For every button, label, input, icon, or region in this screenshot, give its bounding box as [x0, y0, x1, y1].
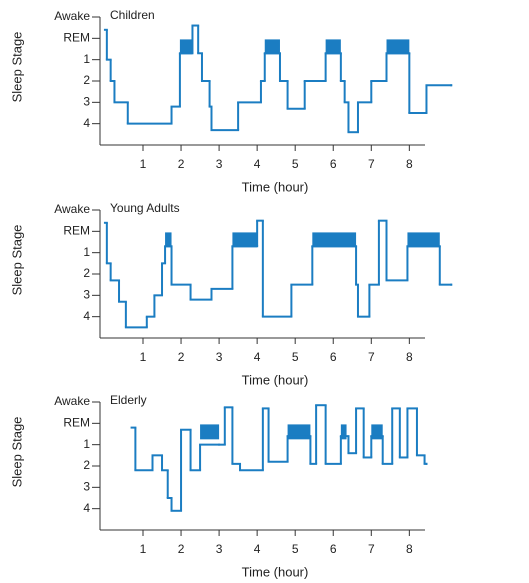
x-tick-label: 7 [368, 157, 375, 171]
y-tick-label: REM [63, 224, 90, 238]
x-tick-label: 8 [406, 542, 413, 556]
x-tick-label: 2 [178, 350, 185, 364]
panel-title: Young Adults [110, 201, 180, 215]
rem-block [386, 39, 410, 55]
x-tick-label: 3 [216, 350, 223, 364]
rem-block [165, 232, 172, 248]
y-tick-label: Awake [54, 394, 90, 408]
x-tick-label: 2 [178, 157, 185, 171]
x-tick-label: 3 [216, 157, 223, 171]
panel-title: Children [110, 8, 155, 22]
y-tick-label: 4 [83, 116, 90, 130]
x-tick-label: 5 [292, 157, 299, 171]
y-tick-label: Awake [54, 202, 90, 216]
rem-block [200, 424, 220, 440]
x-tick-label: 8 [406, 350, 413, 364]
x-tick-label: 5 [292, 542, 299, 556]
rem-block [179, 39, 193, 55]
rem-block [340, 424, 347, 440]
y-tick-label: REM [63, 31, 90, 45]
x-tick-label: 4 [254, 157, 261, 171]
x-axis-title: Time (hour) [242, 372, 309, 387]
y-tick-label: 2 [83, 266, 90, 280]
rem-block [325, 39, 341, 55]
rem-block [232, 232, 258, 248]
y-tick-label: Awake [54, 9, 90, 23]
x-tick-label: 2 [178, 542, 185, 556]
x-tick-label: 3 [216, 542, 223, 556]
x-tick-label: 6 [330, 157, 337, 171]
y-tick-label: 3 [83, 95, 90, 109]
x-tick-label: 6 [330, 350, 337, 364]
rem-block [371, 424, 383, 440]
y-axis-title: Sleep Stage [9, 32, 24, 103]
x-tick-label: 8 [406, 157, 413, 171]
y-axis-title: Sleep Stage [9, 417, 24, 488]
x-tick-label: 7 [368, 350, 375, 364]
rem-block [312, 232, 357, 248]
y-tick-label: 1 [83, 437, 90, 451]
y-axis-title: Sleep Stage [9, 225, 24, 296]
x-axis-title: Time (hour) [242, 564, 309, 579]
y-tick-label: REM [63, 416, 90, 430]
x-tick-label: 1 [140, 542, 147, 556]
x-tick-label: 5 [292, 350, 299, 364]
y-tick-label: 2 [83, 458, 90, 472]
x-tick-label: 1 [140, 350, 147, 364]
x-tick-label: 7 [368, 542, 375, 556]
y-tick-label: 4 [83, 309, 90, 323]
y-tick-label: 4 [83, 501, 90, 515]
x-tick-label: 6 [330, 542, 337, 556]
y-tick-label: 3 [83, 480, 90, 494]
y-tick-label: 2 [83, 73, 90, 87]
x-tick-label: 4 [254, 350, 261, 364]
rem-block [407, 232, 440, 248]
x-tick-label: 4 [254, 542, 261, 556]
rem-block [264, 39, 280, 55]
x-axis-title: Time (hour) [242, 179, 309, 194]
panel-title: Elderly [110, 393, 147, 407]
y-tick-label: 1 [83, 52, 90, 66]
y-tick-label: 1 [83, 245, 90, 259]
y-tick-label: 3 [83, 288, 90, 302]
x-tick-label: 1 [140, 157, 147, 171]
